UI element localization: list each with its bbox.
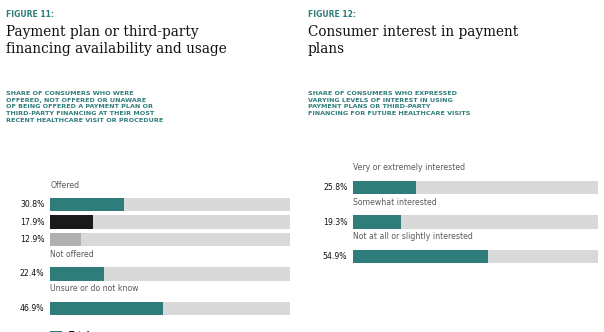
Text: Not at all or slightly interested: Not at all or slightly interested [353,232,473,241]
Bar [353,215,598,229]
Bar [353,250,598,263]
Text: Somewhat interested: Somewhat interested [353,198,437,207]
Text: SHARE OF CONSUMERS WHO EXPRESSED
VARYING LEVELS OF INTEREST IN USING
PAYMENT PLA: SHARE OF CONSUMERS WHO EXPRESSED VARYING… [308,91,471,116]
Text: FIGURE 12:: FIGURE 12: [308,10,356,19]
Bar [353,181,416,194]
Text: 54.9%: 54.9% [323,252,347,261]
Bar [50,267,104,281]
Text: 30.8%: 30.8% [20,200,45,209]
Text: 25.8%: 25.8% [323,183,347,192]
Text: 46.9%: 46.9% [20,304,45,313]
Bar [50,302,162,315]
Text: Not offered: Not offered [50,250,94,259]
Text: Payment plan or third-party
financing availability and usage: Payment plan or third-party financing av… [6,25,226,56]
Text: 22.4%: 22.4% [20,269,45,279]
Text: Total: Total [69,331,91,332]
Bar [50,267,290,281]
Text: 12.9%: 12.9% [20,235,45,244]
Bar [50,233,82,246]
Text: Offered: Offered [50,181,80,190]
Text: 19.3%: 19.3% [323,217,347,227]
Text: Consumer interest in payment
plans: Consumer interest in payment plans [308,25,518,56]
Bar [50,198,124,211]
Bar [50,215,93,229]
Bar [353,250,487,263]
Bar [353,181,598,194]
Text: FIGURE 11:: FIGURE 11: [6,10,54,19]
Text: Very or extremely interested: Very or extremely interested [353,163,466,172]
Bar [50,198,290,211]
Text: Unsure or do not know: Unsure or do not know [50,284,139,293]
Bar [50,331,62,332]
Text: 17.9%: 17.9% [20,217,45,227]
Bar [353,215,400,229]
Bar [50,233,290,246]
Bar [50,302,290,315]
Bar [50,215,290,229]
Text: SHARE OF CONSUMERS WHO WERE
OFFERED, NOT OFFERED OR UNAWARE
OF BEING OFFERED A P: SHARE OF CONSUMERS WHO WERE OFFERED, NOT… [6,91,163,123]
